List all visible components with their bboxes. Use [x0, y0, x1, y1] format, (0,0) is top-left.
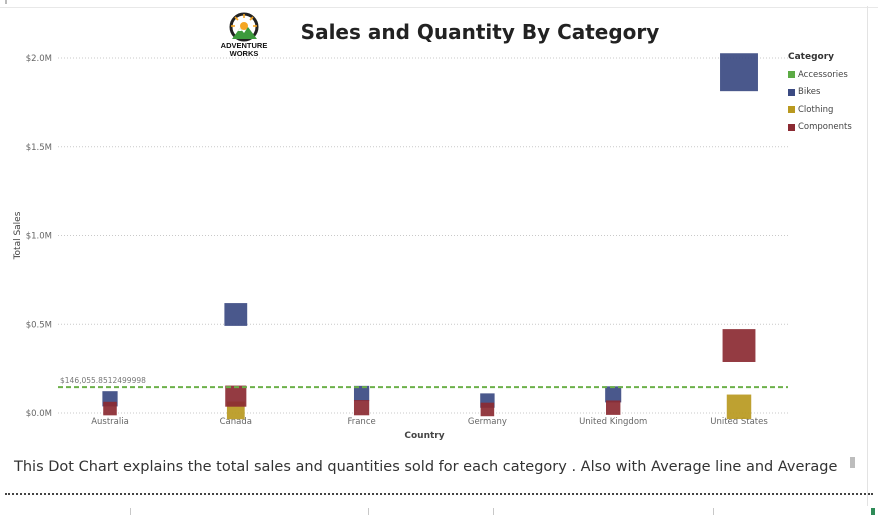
data-point-components — [606, 400, 621, 415]
data-point-components — [722, 329, 756, 362]
status-marker — [871, 508, 875, 515]
x-tick-label: United States — [710, 417, 768, 427]
legend-label: Components — [798, 122, 852, 133]
legend-item-components[interactable]: Components — [788, 119, 852, 137]
section-divider — [5, 493, 873, 495]
x-axis-title: Country — [404, 431, 444, 441]
chart-title: Sales and Quantity By Category — [300, 20, 660, 44]
legend-item-bikes[interactable]: Bikes — [788, 84, 852, 102]
y-tick-label: $1.0M — [26, 232, 52, 242]
bottom-tick — [713, 508, 714, 515]
top-border — [0, 7, 878, 8]
chart-caption: This Dot Chart explains the total sales … — [14, 459, 838, 475]
legend-item-clothing[interactable]: Clothing — [788, 101, 852, 119]
y-tick-label: $2.0M — [26, 54, 52, 64]
legend-swatch — [788, 71, 795, 79]
bottom-strip — [0, 508, 878, 515]
adventure-works-logo — [229, 12, 259, 42]
legend-swatch — [788, 106, 795, 114]
corner-mark — [5, 0, 7, 4]
x-tick-label: France — [347, 417, 375, 427]
data-point-bikes — [720, 53, 758, 92]
logo-line2: WORKS — [229, 49, 259, 58]
right-border — [867, 6, 868, 506]
y-tick-label: $0.5M — [26, 320, 52, 330]
caption-scrollbar[interactable] — [850, 457, 855, 468]
data-point-components — [103, 401, 117, 416]
data-point-bikes — [224, 303, 248, 326]
legend-label: Bikes — [798, 87, 821, 98]
data-point-components — [353, 400, 370, 416]
y-tick-label: $1.5M — [26, 143, 52, 153]
data-point-components — [480, 402, 495, 417]
legend-label: Clothing — [798, 104, 834, 115]
legend-item-accessories[interactable]: Accessories — [788, 66, 852, 84]
logo-line1: ADVENTURE — [220, 41, 268, 50]
x-tick-label: Canada — [220, 417, 252, 427]
x-tick-label: United Kingdom — [579, 417, 647, 427]
data-point-bikes — [605, 386, 622, 403]
bottom-tick — [368, 508, 369, 515]
y-tick-label: $0.0M — [26, 409, 52, 419]
legend-swatch — [788, 88, 795, 96]
chart-legend: Category Accessories Bikes Clothing Comp… — [788, 52, 852, 136]
data-point-components — [225, 385, 247, 407]
legend-label: Accessories — [798, 69, 848, 80]
data-point-clothing — [726, 394, 752, 420]
legend-swatch — [788, 123, 795, 131]
bottom-tick — [130, 508, 131, 515]
data-point-bikes — [353, 385, 370, 402]
x-tick-label: Australia — [91, 417, 129, 427]
bottom-tick — [493, 508, 494, 515]
y-axis-title: Total Sales — [13, 211, 23, 260]
average-line-label: $146,055.8512499998 — [60, 376, 146, 385]
legend-title: Category — [788, 52, 835, 62]
x-tick-label: Germany — [468, 417, 507, 427]
logo-text: ADVENTURE WORKS — [210, 42, 278, 58]
